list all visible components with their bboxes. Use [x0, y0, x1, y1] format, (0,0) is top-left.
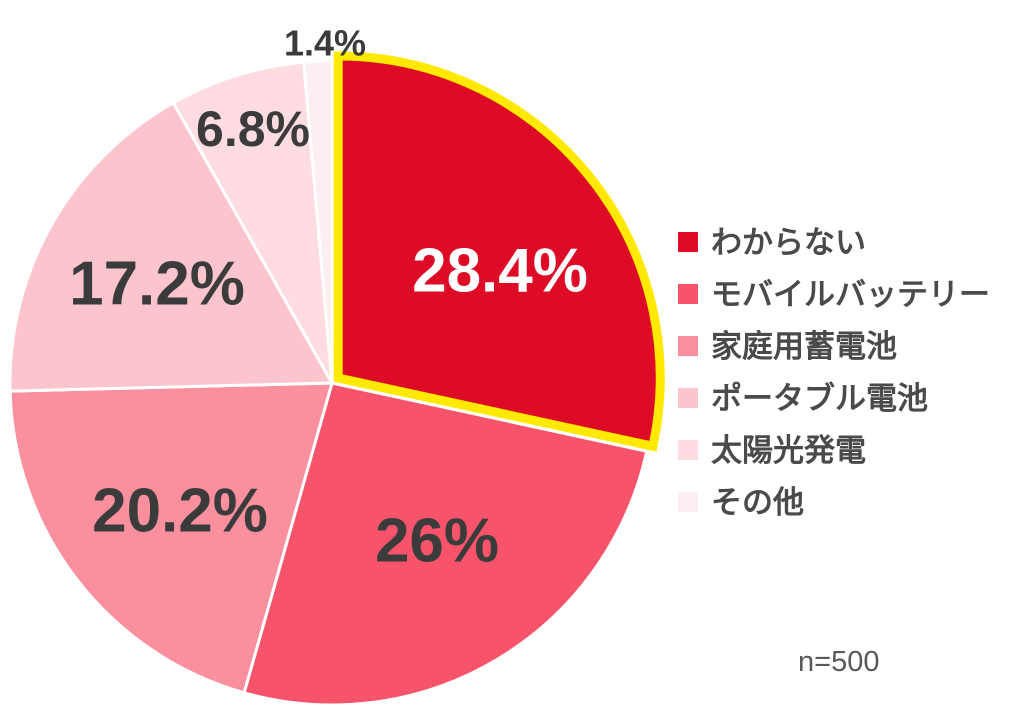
pie-slice-1: [242, 381, 649, 707]
pie-slice-4: [171, 60, 334, 385]
sample-size-label: n=500: [798, 646, 880, 678]
legend-label-3: ポータブル電池: [711, 380, 928, 416]
legend-swatch-5: [678, 492, 698, 512]
legend-swatch-4: [678, 440, 698, 460]
pie-slice-0: [333, 51, 665, 452]
pie-value-label-3: 17.2%: [69, 250, 245, 319]
legend-swatch-3: [678, 388, 698, 408]
pie-value-label-4: 6.8%: [196, 101, 310, 157]
legend-label-2: 家庭用蓄電池: [711, 328, 897, 364]
legend-swatch-1: [678, 284, 698, 304]
legend-label-1: モバイルバッテリー: [711, 276, 990, 312]
legend-swatch-0: [678, 232, 698, 252]
legend-swatch-2: [678, 336, 698, 356]
pie-value-label-2: 20.2%: [92, 477, 268, 546]
legend-label-4: 太陽光発電: [711, 432, 866, 468]
legend-item-4: 太陽光発電: [678, 424, 990, 476]
chart-legend: わからないモバイルバッテリー 家庭用蓄電池 ポータブル電池 太陽光発電その他: [678, 216, 990, 528]
pie-slice-2: [8, 381, 334, 695]
legend-label-5: その他: [711, 484, 804, 520]
pie-value-label-0: 28.4%: [412, 237, 588, 306]
pie-value-label-1: 26%: [375, 507, 499, 576]
pie-value-label-5: 1.4%: [284, 23, 366, 64]
legend-label-0: わからない: [711, 224, 866, 260]
legend-item-5: その他: [678, 476, 990, 528]
pie-slice-3: [8, 101, 334, 393]
pie-slice-5: [302, 59, 334, 385]
legend-item-1: モバイルバッテリー: [678, 268, 990, 320]
legend-item-0: わからない: [678, 216, 990, 268]
legend-item-3: ポータブル電池: [678, 372, 990, 424]
legend-item-2: 家庭用蓄電池: [678, 320, 990, 372]
